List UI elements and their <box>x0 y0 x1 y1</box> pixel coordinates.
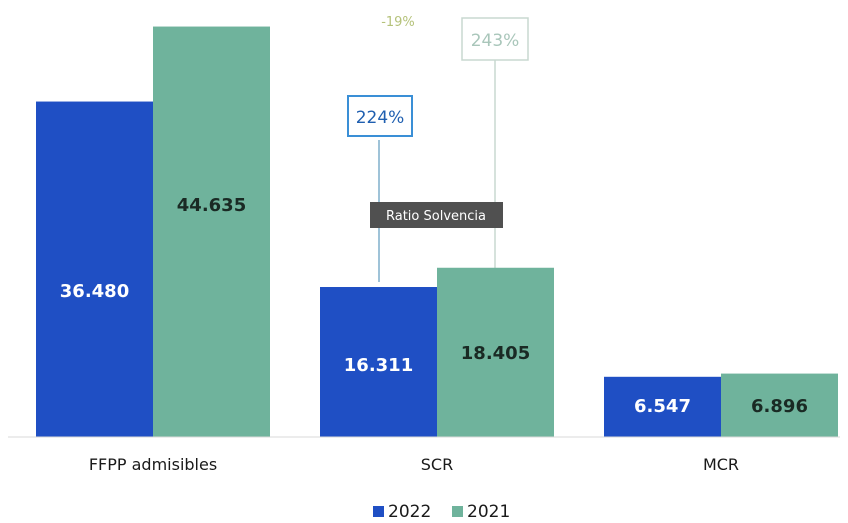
ratio-callout-box <box>370 202 503 228</box>
ratio-2021-label: 243% <box>471 31 520 51</box>
bar-2022-2 <box>604 376 721 437</box>
bar-2022-1 <box>320 287 437 437</box>
category-label-0: FFPP admisibles <box>89 455 217 474</box>
bars <box>36 26 838 438</box>
bar-labels: 36.480 44.635 16.311 18.405 6.547 6.896 <box>60 195 808 417</box>
legend-swatch-2021 <box>452 506 463 517</box>
ratio-2021-box <box>461 17 529 61</box>
category-labels: FFPP admisibles SCR MCR <box>89 455 739 474</box>
bar-2021-0 <box>153 26 270 438</box>
bar-value-label-2021-1: 18.405 <box>461 343 530 364</box>
legend-label-2022: 2022 <box>388 502 431 522</box>
bar-2021-1 <box>437 267 554 437</box>
ratio-2022-label: 224% <box>356 108 405 128</box>
bar-value-label-2021-0: 44.635 <box>177 195 246 216</box>
bar-value-label-2021-2: 6.896 <box>751 396 808 417</box>
legend: 2022 2021 <box>373 502 510 522</box>
legend-label-2021: 2021 <box>467 502 510 522</box>
bar-value-label-2022-2: 6.547 <box>634 396 691 417</box>
ratio-2022-box <box>347 95 413 137</box>
category-label-1: SCR <box>421 455 453 474</box>
bar-value-label-2022-1: 16.311 <box>344 355 413 376</box>
bar-2021-2 <box>721 373 838 437</box>
ratio-change-label: -19% <box>381 15 415 30</box>
bar-value-label-2022-0: 36.480 <box>60 281 129 302</box>
legend-swatch-2022 <box>373 506 384 517</box>
bar-2022-0 <box>36 101 153 438</box>
ratio-callout-label: Ratio Solvencia <box>386 209 486 224</box>
category-label-2: MCR <box>703 455 739 474</box>
